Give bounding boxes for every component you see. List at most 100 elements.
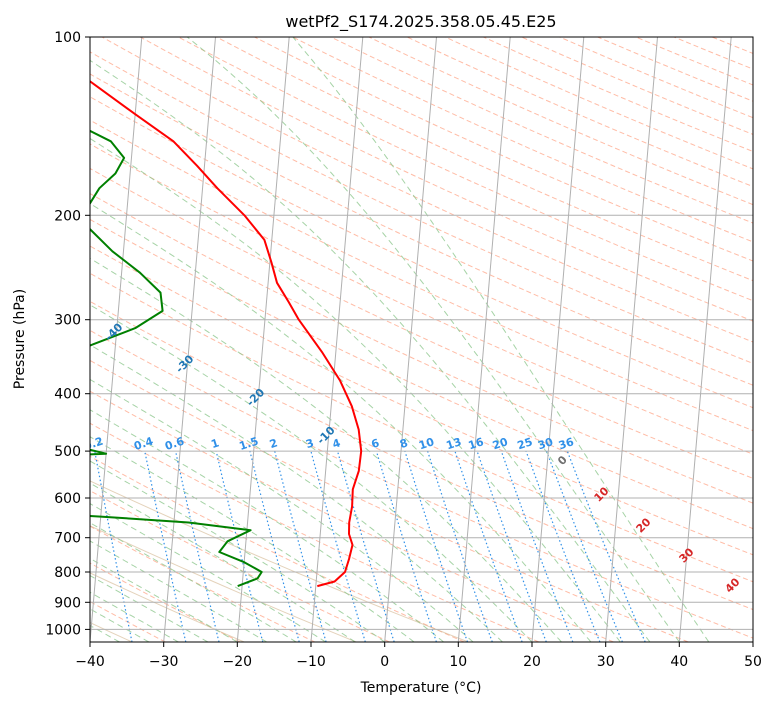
- dry-adiabat-line: [90, 390, 614, 642]
- isotherms: [90, 37, 753, 642]
- dry-adiabat-curve: [90, 480, 469, 642]
- isotherm-line: [90, 37, 143, 642]
- y-tick-label: 700: [54, 531, 81, 547]
- mixing-ratio-label: 16: [467, 435, 486, 452]
- mixing-ratio-line: [404, 450, 469, 642]
- chart-title: wetPf2_S174.2025.358.05.45.E25: [285, 12, 556, 32]
- x-tick-label: 0: [380, 654, 389, 670]
- dry-adiabat-line: [483, 37, 753, 153]
- dry-adiabat-line: [101, 37, 753, 343]
- dry-adiabat-line: [90, 422, 539, 642]
- mixing-ratio-line: [274, 450, 327, 642]
- mixing-ratio-label: 3: [304, 436, 315, 451]
- dry-adiabat-line: [444, 37, 753, 170]
- dry-adiabat-line: [90, 167, 753, 479]
- mixing-ratio-label: 1.5: [238, 435, 261, 453]
- mixing-ratio-label: 0.6: [163, 434, 186, 452]
- dry-adiabat-line: [330, 37, 753, 224]
- isotherm-line: [236, 37, 290, 642]
- x-axis-label: Temperature (°C): [360, 680, 482, 696]
- moist-adiabat-line: [90, 137, 621, 642]
- mixing-ratio-label: 1: [209, 436, 220, 451]
- dry-adiabat-line: [90, 272, 753, 583]
- mixing-ratio-line: [476, 450, 547, 642]
- mixing-ratio-label: 20: [491, 435, 510, 452]
- moist-adiabat-line: [90, 378, 474, 642]
- mixing-ratio-line: [375, 450, 437, 642]
- dry-adiabat-line: [292, 37, 753, 243]
- dry-adiabat-line: [90, 218, 753, 530]
- y-tick-label: 200: [54, 208, 81, 224]
- dry-adiabat-line: [90, 300, 753, 611]
- moist-adiabat-line: [90, 202, 592, 642]
- dry-adiabat-line: [90, 455, 465, 642]
- mixing-ratio-label: 30: [536, 435, 555, 452]
- x-tick-label: −20: [223, 654, 253, 670]
- x-tick-label: 10: [449, 654, 467, 670]
- x-tick-label: 40: [670, 654, 688, 670]
- y-tick-label: 600: [54, 491, 81, 507]
- y-tick-label: 800: [54, 565, 81, 581]
- mixing-ratio-label: 10: [417, 435, 436, 452]
- dry-adiabat-line: [90, 73, 753, 386]
- dry-adiabat-line: [254, 37, 753, 262]
- mixing-ratio-line: [500, 450, 574, 642]
- plot-area: 0.10.20.40.611.52346810131620253036-100-…: [90, 37, 753, 642]
- isotherm-line: [384, 37, 437, 642]
- mixing-ratio-line: [144, 450, 187, 642]
- pressure-gridlines: [90, 37, 753, 630]
- y-axis-ticks: 1000 900 800 700 600 500 400 300 200 100: [45, 30, 90, 638]
- x-tick-label: −10: [296, 654, 326, 670]
- mixing-ratio-line: [545, 450, 623, 642]
- moist-adiabat-line: [186, 37, 680, 642]
- dry-adiabat-line: [90, 359, 689, 642]
- mixing-ratio-line: [454, 450, 523, 642]
- moist-adiabat-line: [292, 37, 710, 642]
- plot-frame: [89, 36, 754, 643]
- mixing-ratio-line: [427, 450, 493, 642]
- dry-adiabat-line: [90, 119, 753, 432]
- mixing-ratio-line: [94, 450, 133, 642]
- mixing-ratio-line: [249, 450, 300, 642]
- isotherm-line: [163, 37, 216, 642]
- mixing-ratio-label: 2: [268, 436, 279, 451]
- mixing-ratio-label: 36: [557, 435, 576, 452]
- x-tick-label: 30: [597, 654, 615, 670]
- mixing-ratio-label: 4: [331, 436, 343, 451]
- isotherm-line: [457, 37, 511, 642]
- profile-series: [90, 80, 363, 588]
- dry-adiabat-line: [139, 37, 753, 322]
- isotherm-line: [678, 37, 732, 642]
- mixing-ratio-label: 0.4: [132, 434, 155, 452]
- isotherm-line: [605, 37, 658, 642]
- dry-adiabat-line: [90, 490, 390, 642]
- temperature-profile-line: [90, 80, 363, 588]
- x-tick-label: −40: [75, 654, 105, 670]
- mixing-ratio-line: [525, 450, 601, 642]
- y-tick-label: 100: [54, 30, 81, 46]
- y-axis-label: Pressure (hPa): [12, 289, 28, 389]
- y-tick-label: 900: [54, 595, 81, 611]
- mixing-ratio-line: [215, 450, 264, 642]
- isotherm-line: [531, 37, 585, 642]
- moist-adiabat-line: [90, 59, 651, 642]
- mixing-ratio-label: 25: [516, 435, 535, 452]
- y-tick-label: 300: [54, 313, 81, 329]
- mixing-ratio-line: [310, 450, 366, 642]
- x-tick-label: −30: [149, 654, 179, 670]
- moist-adiabat-line: [90, 436, 415, 642]
- x-tick-label: 20: [523, 654, 541, 670]
- x-axis-ticks: −40 −30 −20 −10 0 10 20 30 40 50: [75, 642, 762, 670]
- mixing-ratio-label: 8: [398, 436, 409, 451]
- dry-adiabat-line: [90, 96, 753, 409]
- isotherm-line: [310, 37, 364, 642]
- mixing-ratio-label: 13: [445, 435, 464, 452]
- y-tick-label: 1000: [45, 622, 81, 638]
- y-tick-label: 500: [54, 444, 81, 460]
- mixing-ratio-label: 6: [370, 436, 382, 451]
- y-tick-label: 400: [54, 387, 81, 403]
- x-tick-label: 50: [744, 654, 762, 670]
- dewpoint-profile-line: [90, 129, 263, 588]
